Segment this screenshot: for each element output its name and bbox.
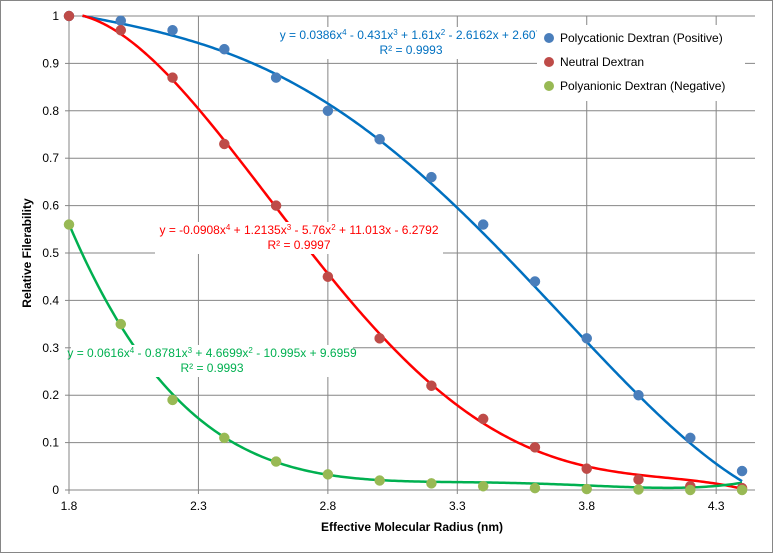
y-tick-label: 0.2 [42, 388, 59, 402]
data-point [63, 219, 75, 230]
data-point [581, 333, 592, 344]
data-point [374, 475, 385, 486]
data-point [477, 219, 489, 230]
y-tick-label: 0.3 [42, 341, 59, 355]
x-tick-label: 4.3 [708, 499, 725, 513]
trendline-equations: y = 0.0386x4 - 0.431x3 + 1.61x2 - 2.6162… [67, 27, 547, 377]
data-point [270, 456, 282, 467]
legend-marker [544, 33, 554, 43]
trendline-equation: y = 0.0616x4 - 0.8781x3 + 4.6699x2 - 10.… [67, 346, 357, 361]
y-tick-label: 0 [52, 483, 59, 497]
data-point [736, 465, 748, 477]
data-point [426, 171, 437, 183]
trendline [67, 223, 743, 490]
data-point [529, 442, 541, 453]
data-point [167, 72, 178, 83]
data-point [167, 24, 178, 36]
data-point [322, 271, 334, 282]
y-tick-label: 1 [52, 9, 59, 23]
data-point [529, 276, 541, 287]
y-tick-label: 0.1 [42, 436, 59, 450]
x-tick-labels: 1.8 2.3 2.8 3.3 3.8 4.3 [61, 499, 725, 513]
data-point [219, 432, 230, 444]
data-point [426, 478, 437, 489]
data-point [270, 200, 282, 211]
data-point [477, 413, 489, 425]
data-point [219, 43, 230, 55]
data-point [322, 469, 334, 480]
legend-background [537, 25, 745, 101]
y-tick-label: 0.6 [42, 199, 59, 213]
x-axis-title: Effective Molecular Radius (nm) [321, 520, 503, 534]
y-tick-label: 0.9 [42, 56, 59, 70]
data-point [115, 318, 127, 330]
data-point [426, 380, 437, 391]
data-point [581, 483, 592, 495]
y-tick-label: 0.5 [42, 246, 59, 260]
trendline [82, 14, 743, 483]
trendline [82, 14, 743, 491]
equation-background [71, 345, 353, 377]
data-point [685, 432, 696, 444]
data-point [115, 24, 127, 36]
legend-label: Polyanionic Dextran (Negative) [560, 79, 725, 93]
y-tick-labels: 0 0.1 0.2 0.3 0.4 0.5 0.6 0.7 0.8 0.9 1 [42, 9, 59, 497]
trendline-r-squared: R² = 0.9997 [267, 238, 330, 252]
x-tick-label: 3.3 [449, 499, 466, 513]
data-point [270, 72, 282, 83]
data-point [374, 333, 385, 344]
data-points [63, 10, 748, 496]
y-tick-label: 0.7 [42, 151, 59, 165]
equation-background [155, 222, 443, 254]
trendlines [67, 14, 743, 491]
x-tick-label: 2.8 [320, 499, 337, 513]
y-tick-label: 0.8 [42, 104, 59, 118]
data-point [477, 480, 489, 492]
data-point [685, 484, 696, 496]
y-axis-title: Relative Filerability [20, 198, 34, 308]
data-point [633, 389, 644, 401]
data-point [529, 482, 541, 494]
trendline-equation: y = 0.0386x4 - 0.431x3 + 1.61x2 - 2.6162… [280, 28, 543, 43]
legend-label: Neutral Dextran [560, 55, 644, 69]
data-point [322, 105, 334, 117]
data-point [736, 484, 748, 496]
legend-marker [544, 57, 554, 67]
data-point [581, 463, 592, 474]
data-point [633, 474, 644, 485]
trendline-r-squared: R² = 0.9993 [379, 43, 442, 57]
trendline-equation: y = -0.0908x4 + 1.2135x3 - 5.76x2 + 11.0… [159, 223, 438, 238]
x-tick-label: 2.3 [190, 499, 207, 513]
y-tick-label: 0.4 [42, 293, 59, 307]
trendline-r-squared: R² = 0.9993 [180, 361, 243, 375]
data-point [633, 484, 644, 495]
legend-marker [544, 81, 554, 91]
data-point [63, 10, 75, 22]
legend: Polycationic Dextran (Positive) Neutral D… [537, 25, 745, 101]
legend-label: Polycationic Dextran (Positive) [560, 31, 723, 45]
data-point [219, 138, 230, 150]
data-point [167, 394, 178, 406]
x-tick-label: 3.8 [578, 499, 595, 513]
data-point [374, 133, 385, 145]
equation-background [277, 27, 547, 59]
data-point [115, 15, 127, 26]
x-tick-label: 1.8 [61, 499, 78, 513]
